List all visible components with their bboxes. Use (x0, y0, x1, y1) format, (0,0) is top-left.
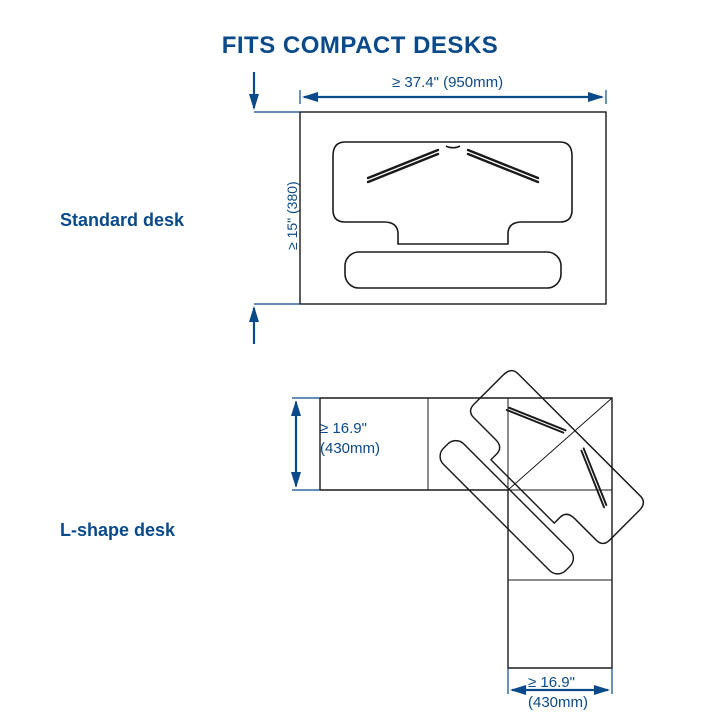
diagram-canvas (0, 0, 720, 720)
standard-desk-figure (254, 72, 606, 344)
l-shape-desk-figure (292, 367, 647, 694)
desk-riser-icon (333, 142, 572, 288)
corner-riser-icon (429, 367, 647, 585)
